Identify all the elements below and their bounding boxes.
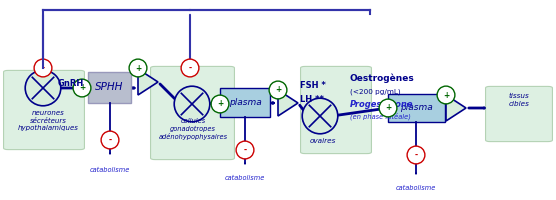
Text: +: +	[275, 85, 281, 94]
Text: +: +	[217, 99, 223, 108]
Ellipse shape	[407, 146, 425, 164]
Text: -: -	[414, 151, 418, 160]
FancyBboxPatch shape	[88, 72, 131, 103]
Text: (<200 pg/mL): (<200 pg/mL)	[350, 89, 401, 95]
Ellipse shape	[34, 59, 52, 77]
Text: +: +	[135, 64, 141, 73]
Ellipse shape	[181, 59, 199, 77]
Text: +: +	[443, 90, 449, 99]
Text: cellules
gonadotropes
adénohypophysaires: cellules gonadotropes adénohypophysaires	[158, 118, 227, 140]
Text: GnRH: GnRH	[58, 79, 85, 88]
Text: catabolisme: catabolisme	[396, 185, 436, 191]
Text: catabolisme: catabolisme	[225, 175, 265, 181]
Text: neurones
sécréteurs
hypothalamiques: neurones sécréteurs hypothalamiques	[18, 110, 78, 131]
Ellipse shape	[101, 131, 119, 149]
Polygon shape	[278, 90, 298, 116]
Text: -: -	[42, 64, 44, 73]
Ellipse shape	[73, 79, 91, 97]
Text: -: -	[188, 64, 192, 73]
Text: SPHH: SPHH	[95, 82, 123, 92]
Polygon shape	[446, 95, 466, 121]
Text: catabolisme: catabolisme	[90, 167, 130, 173]
Polygon shape	[138, 69, 158, 95]
FancyBboxPatch shape	[301, 66, 371, 154]
Ellipse shape	[302, 98, 338, 134]
Ellipse shape	[25, 70, 61, 106]
Ellipse shape	[211, 95, 229, 113]
Text: ovaires: ovaires	[310, 138, 336, 144]
Text: (en phase lutéale): (en phase lutéale)	[350, 112, 411, 120]
Ellipse shape	[236, 141, 254, 159]
FancyBboxPatch shape	[485, 86, 553, 142]
Text: FSH *: FSH *	[300, 81, 326, 90]
FancyBboxPatch shape	[388, 94, 445, 122]
FancyBboxPatch shape	[151, 66, 235, 160]
FancyBboxPatch shape	[3, 70, 85, 150]
Text: plasma: plasma	[229, 98, 261, 107]
Ellipse shape	[379, 99, 397, 117]
Text: Progestérone: Progestérone	[350, 99, 414, 109]
Text: LH **: LH **	[300, 96, 324, 104]
Text: +: +	[385, 104, 391, 112]
Ellipse shape	[129, 59, 147, 77]
Ellipse shape	[437, 86, 455, 104]
Text: -: -	[244, 146, 246, 154]
Ellipse shape	[174, 86, 210, 122]
FancyBboxPatch shape	[220, 88, 270, 117]
Text: plasma: plasma	[400, 104, 433, 112]
Text: -: -	[108, 136, 112, 144]
Ellipse shape	[269, 81, 287, 99]
Text: Oestrogènes: Oestrogènes	[350, 73, 415, 83]
Text: tissus
cibles: tissus cibles	[509, 93, 529, 107]
Text: +: +	[79, 83, 85, 92]
